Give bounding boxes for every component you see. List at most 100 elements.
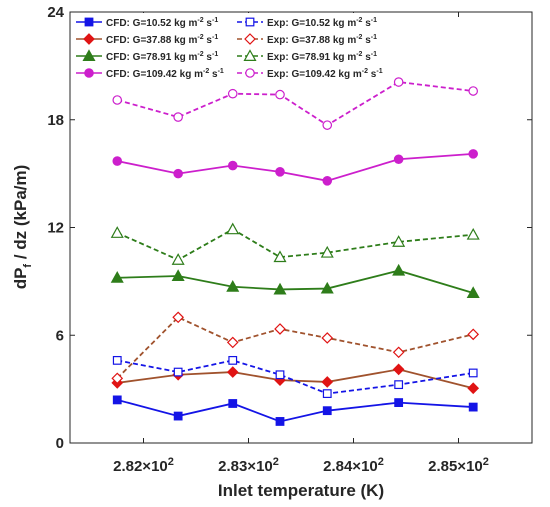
data-point [468,86,478,96]
data-point [226,366,239,378]
data-point [171,269,185,281]
legend-entry-3: CFD: G=78.91 kg m-2 s-1 [76,49,218,63]
y-axis-title-main: dP [11,268,30,290]
legend-label: CFD: G=37.88 kg m-2 s-1 [106,34,218,46]
legend-entry-1: CFD: G=10.52 kg m-2 s-1 [76,17,218,29]
legend-label: Exp: G=109.42 kg m-2 s-1 [267,68,383,80]
data-point [468,368,478,378]
series-1 [112,395,478,426]
series-layer [110,77,480,426]
data-point [468,402,478,412]
data-point [273,282,287,295]
data-point [322,389,332,399]
legend-entry-7: Exp: G=78.91 kg m-2 s-1 [237,49,377,63]
data-point [273,250,287,263]
x-axis-title: Inlet temperature (K) [218,481,384,500]
data-point [275,167,285,177]
data-point [111,372,124,385]
x-tick-label: 2.84×102 [323,456,384,475]
data-point [112,95,123,105]
data-point [321,332,334,344]
data-point [467,382,480,395]
series-7 [110,222,480,265]
data-point [228,355,238,365]
legend: CFD: G=10.52 kg m-2 s-1 CFD: G=37.88 kg m… [71,13,391,85]
axes-layer: 0 6 12 18 24 2.82×102 2.83×102 2.84×102 2.85×102 [47,4,532,475]
legend-marker [244,33,256,45]
data-point [392,363,405,376]
legend-box [71,13,391,85]
legend-label: CFD: G=109.42 kg m-2 s-1 [106,68,224,80]
legend-marker [84,68,94,78]
legend-marker [82,49,96,62]
legend-marker [245,17,255,27]
data-point [320,245,334,258]
legend-label: Exp: G=10.52 kg m-2 s-1 [267,17,377,29]
data-point [322,406,332,416]
legend-marker [243,49,257,62]
legend-label: Exp: G=78.91 kg m-2 s-1 [267,51,377,63]
data-point [322,176,333,186]
legend-label: CFD: G=78.91 kg m-2 s-1 [106,51,218,63]
data-point [392,346,405,359]
data-point [110,271,124,283]
x-tick-label: 2.83×102 [218,456,279,475]
y-tick-label: 18 [47,112,64,129]
data-point [226,280,240,292]
data-point [321,376,334,388]
data-point [226,336,239,349]
data-point [227,160,238,171]
y-axis-title: dPf / dz (kPa/m) [11,165,34,290]
series-5 [112,355,478,399]
data-point [110,226,124,238]
legend-marker [84,17,94,27]
data-point [228,399,238,408]
series-4 [112,149,478,186]
legend-marker [83,33,95,45]
data-point [227,88,238,99]
data-point [173,112,183,122]
y-tick-label: 12 [47,220,64,237]
series-2 [111,363,480,395]
series-6 [111,311,480,385]
legend-entry-4: CFD: G=109.42 kg m-2 s-1 [76,68,224,80]
data-point [274,323,286,335]
data-point [275,370,285,380]
y-axis-title-rest: / dz (kPa/m) [11,165,30,264]
data-point [112,156,123,166]
y-tick-label: 6 [56,327,64,344]
series-3 [110,263,480,299]
legend-entry-5: Exp: G=10.52 kg m-2 s-1 [237,17,377,29]
legend-entry-8: Exp: G=109.42 kg m-2 s-1 [237,68,383,80]
data-point [275,89,285,100]
data-point [468,149,478,159]
data-point [173,367,183,377]
legend-marker [245,68,255,78]
legend-label: CFD: G=10.52 kg m-2 s-1 [106,17,218,29]
data-point [394,380,404,390]
legend-entry-6: Exp: G=37.88 kg m-2 s-1 [237,33,377,46]
series-8 [112,77,478,130]
y-tick-label: 24 [47,4,64,21]
y-tick-label: 0 [56,435,64,452]
data-point [393,77,404,87]
data-point [112,355,122,365]
y-axis-title-sub: f [22,264,34,268]
data-point [392,263,406,276]
legend-entry-2: CFD: G=37.88 kg m-2 s-1 [76,33,218,46]
data-point [466,227,480,240]
data-point [322,120,333,130]
data-point [320,281,334,294]
data-point [171,253,185,265]
x-tick-label: 2.82×102 [113,456,174,475]
data-point [394,398,404,407]
data-point [392,235,406,247]
x-tick-label: 2.85×102 [428,456,489,475]
data-point [173,168,183,179]
data-point [173,411,183,421]
data-point [112,395,122,405]
data-point [275,417,285,426]
data-point [467,328,480,341]
data-point [393,154,404,165]
